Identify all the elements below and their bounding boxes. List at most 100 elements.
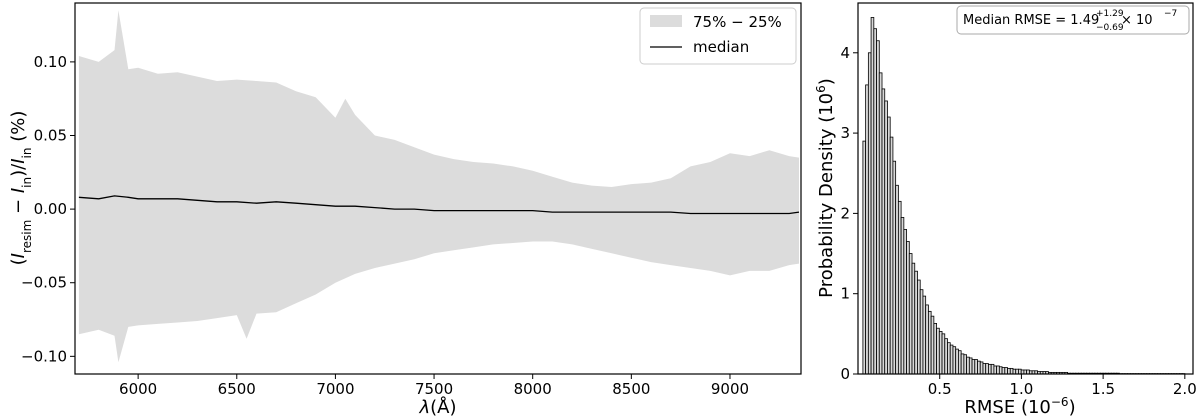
left-y-tick-label: 0.05: [34, 127, 67, 145]
histogram-bar: [876, 40, 880, 375]
histogram-bar: [900, 217, 905, 375]
iqr-band: [78, 10, 799, 363]
histogram-bar: [944, 338, 948, 375]
histogram-bar: [895, 184, 899, 375]
histogram-bar: [867, 52, 872, 375]
right-y-tick-label: 2: [840, 204, 850, 222]
histogram-bar: [1001, 367, 1006, 375]
median-line: [78, 195, 800, 215]
histogram-bar: [971, 359, 976, 375]
histogram-bar: [1018, 368, 1022, 375]
histogram-bar: [878, 72, 883, 375]
histogram-bar: [906, 241, 910, 375]
histogram-bar: [968, 357, 973, 375]
histogram-bar: [892, 160, 897, 375]
left-x-tick-label: 6500: [218, 380, 256, 398]
left-x-tick-label: 7500: [415, 380, 453, 398]
right-y-tick-label: 1: [840, 285, 850, 303]
right-x-tick-label: 2.0: [1173, 380, 1197, 398]
left-y-tick-label: −0.05: [21, 274, 67, 292]
annotation-frame: [956, 5, 1190, 35]
left-y-axis-label: (Iresim − Iin)/Iin (%): [8, 111, 34, 266]
histogram-bar: [977, 360, 981, 375]
legend-band-swatch: [650, 15, 682, 27]
right-plot-frame: [857, 2, 1194, 375]
right-y-axis-label: Probability Density (106): [814, 78, 837, 298]
left-plot-frame: [74, 2, 802, 375]
histogram-bar: [862, 140, 867, 375]
histogram-bar: [998, 366, 1003, 375]
annotation-superscript: +1.29: [1096, 9, 1124, 19]
histogram-bar: [887, 116, 891, 375]
left-x-axis-label: λ(Å): [418, 396, 456, 418]
left-legend: 75% − 25% median: [639, 7, 797, 65]
histogram-bar: [903, 229, 907, 375]
histogram-bar: [870, 17, 875, 375]
histogram-bar: [1023, 369, 1028, 375]
annotation-exponent: −7: [1164, 9, 1177, 19]
histogram-bar: [922, 295, 927, 375]
histogram-bar: [884, 100, 888, 375]
histogram-bar: [982, 363, 987, 375]
histogram-bar: [947, 342, 951, 375]
right-y-tick-label: 3: [840, 124, 850, 142]
histogram-bar: [974, 359, 978, 375]
histogram-bar: [963, 354, 968, 375]
histogram-bar: [1009, 367, 1014, 375]
histogram-bar: [911, 262, 916, 375]
histogram-bar: [960, 353, 965, 375]
legend-band-label: 75% − 25%: [693, 13, 782, 31]
left-x-ticks: 6000 6500 7000 7500 8000 8500 9000: [119, 374, 749, 398]
histogram-bar: [941, 333, 946, 375]
histogram-bar: [930, 315, 935, 375]
histogram-bar: [979, 361, 984, 375]
histogram-bar: [897, 200, 902, 375]
histogram-bar: [865, 84, 869, 375]
histogram-bar: [990, 363, 995, 375]
histogram-bar: [889, 136, 894, 375]
right-y-tick-label: 4: [840, 44, 850, 62]
histogram-bar: [1004, 367, 1008, 375]
left-x-tick-label: 6000: [119, 380, 157, 398]
right-x-tick-label: 0.5: [928, 380, 952, 398]
right-y-tick-label: 0: [840, 365, 850, 383]
left-x-tick-label: 7000: [316, 380, 354, 398]
right-x-ticks: 0.5 1.0 1.5 2.0: [928, 374, 1197, 398]
histogram-bar: [1012, 368, 1017, 375]
left-x-tick-label: 9000: [711, 380, 749, 398]
left-y-tick-label: 0.00: [34, 200, 67, 218]
right-y-ticks: 0 1 2 3 4: [840, 44, 858, 383]
right-chart-panel: 0 1 2 3 4 0.5 1.0 1.5 2.0 Probability Density (…: [814, 2, 1197, 418]
histogram-bar: [985, 363, 989, 375]
right-x-tick-label: 1.0: [1009, 380, 1033, 398]
histogram-bar: [936, 327, 940, 375]
annotation-main-text: Median RMSE = 1.49: [963, 13, 1099, 28]
histogram-bar: [949, 344, 954, 375]
histogram-bar: [1015, 368, 1019, 375]
histogram-bar: [928, 310, 932, 375]
left-x-tick-label: 8000: [514, 380, 552, 398]
histogram-bar: [952, 346, 957, 375]
left-y-ticks: −0.10 −0.05 0.00 0.05 0.10: [21, 53, 75, 365]
left-x-tick-label: 8500: [612, 380, 650, 398]
histogram-bar: [1026, 369, 1030, 375]
annotation-tail-text: × 10: [1121, 13, 1153, 28]
histogram-bar: [873, 28, 877, 375]
histogram-bar: [933, 323, 937, 375]
histogram-bar: [988, 363, 992, 375]
right-plot-area: [857, 2, 1194, 375]
median-rmse-annotation: Median RMSE = 1.49 +1.29 −0.69 × 10 −7: [956, 5, 1190, 35]
right-x-tick-label: 1.5: [1091, 380, 1115, 398]
histogram-bar: [996, 365, 1000, 375]
left-y-tick-label: −0.10: [21, 347, 67, 365]
histogram-bar: [958, 350, 962, 375]
histogram-bar: [925, 304, 929, 375]
legend-median-label: median: [693, 38, 749, 56]
histogram-bar: [919, 289, 924, 375]
histogram-bar: [914, 270, 918, 375]
histogram-bar: [955, 348, 959, 375]
annotation-subscript: −0.69: [1096, 23, 1124, 33]
left-chart-panel: −0.10 −0.05 0.00 0.05 0.10 6000 6500 7000 7500 8…: [8, 2, 802, 418]
histogram-bar: [1007, 367, 1011, 375]
left-y-tick-label: 0.10: [34, 53, 67, 71]
